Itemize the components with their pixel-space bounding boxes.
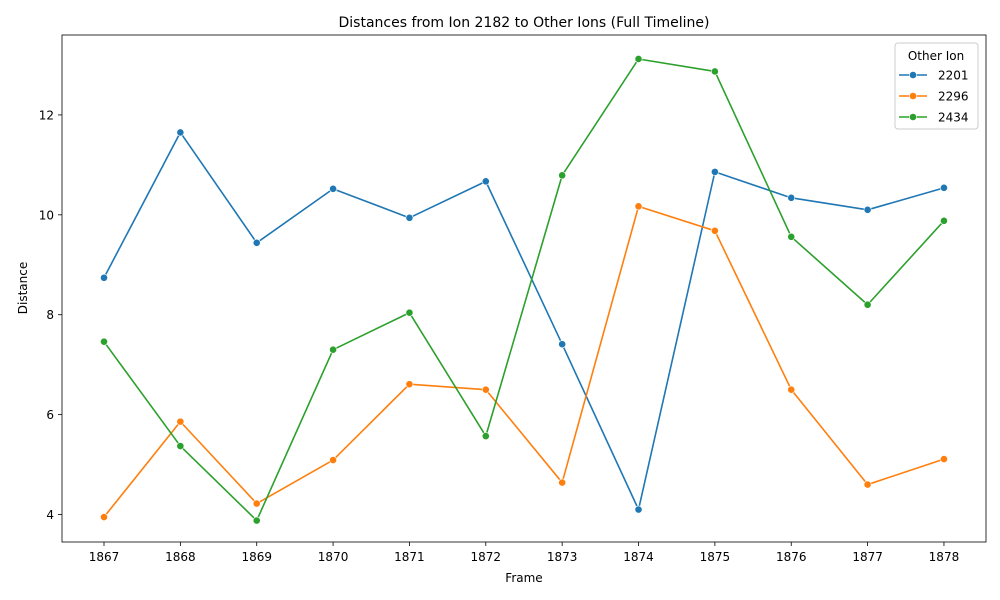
data-point-2434 xyxy=(329,345,337,354)
data-point-2201 xyxy=(176,128,185,137)
data-point-2201 xyxy=(634,505,643,514)
data-point-2296 xyxy=(252,499,261,508)
x-tick-label: 1877 xyxy=(852,550,883,564)
data-point-2434 xyxy=(940,216,948,225)
y-tick-label: 8 xyxy=(46,308,54,322)
legend-title: Other Ion xyxy=(908,49,964,63)
x-tick-label: 1874 xyxy=(623,550,654,564)
plot-area: 1867 1868 1869 1870 1871 1872 1873 1874 1875 1876… xyxy=(39,55,960,564)
y-tick-label: 4 xyxy=(46,508,54,522)
data-point-2201 xyxy=(863,205,872,214)
data-point-2296 xyxy=(405,380,414,389)
y-tick-label: 6 xyxy=(46,408,54,422)
data-point-2434 xyxy=(634,55,643,63)
data-point-2434 xyxy=(787,232,796,241)
data-point-2434 xyxy=(100,337,108,346)
data-point-2201 xyxy=(329,184,337,193)
data-point-2434 xyxy=(710,67,719,76)
plot-frame xyxy=(61,34,987,543)
data-point-2296 xyxy=(176,417,185,426)
legend-marker-2296 xyxy=(909,92,917,100)
data-point-2434 xyxy=(176,442,185,450)
x-tick-label: 1872 xyxy=(471,550,502,564)
y-tick-label: 10 xyxy=(39,208,54,222)
legend-marker-2434 xyxy=(909,113,917,121)
x-tick-label: 1876 xyxy=(776,550,807,564)
data-point-2201 xyxy=(405,213,414,222)
x-tick-label: 1871 xyxy=(394,550,425,564)
data-point-2434 xyxy=(405,308,414,317)
x-tick-label: 1867 xyxy=(89,550,120,564)
data-point-2201 xyxy=(481,177,490,186)
x-tick-label: 1875 xyxy=(700,550,731,564)
data-point-2201 xyxy=(710,167,719,176)
data-point-2296 xyxy=(634,202,643,211)
data-point-2434 xyxy=(863,300,872,309)
data-point-2296 xyxy=(100,513,108,521)
data-point-2296 xyxy=(940,455,948,463)
legend-label-2296: 2296 xyxy=(938,90,969,104)
x-tick-label: 1869 xyxy=(241,550,272,564)
legend-label-2201: 2201 xyxy=(938,69,969,83)
x-tick-label: 1873 xyxy=(547,550,578,564)
data-point-2296 xyxy=(481,385,490,394)
data-point-2296 xyxy=(863,480,872,489)
chart-title: Distances from Ion 2182 to Other Ions (F… xyxy=(339,15,710,31)
data-point-2296 xyxy=(558,478,567,487)
x-tick-label: 1878 xyxy=(929,550,960,564)
data-point-2201 xyxy=(252,238,261,247)
x-tick-label: 1870 xyxy=(318,550,349,564)
y-axis-title: Distance xyxy=(16,262,30,314)
legend-marker-2201 xyxy=(909,71,917,79)
series-line-2296 xyxy=(103,205,945,518)
data-point-2434 xyxy=(252,516,261,525)
data-point-2434 xyxy=(558,171,567,180)
y-tick-label: 12 xyxy=(39,108,54,122)
data-point-2296 xyxy=(710,226,719,235)
x-tick-label: 1868 xyxy=(165,550,196,564)
data-point-2201 xyxy=(100,273,108,282)
data-point-2296 xyxy=(787,385,796,394)
data-point-2434 xyxy=(481,432,490,441)
data-point-2201 xyxy=(940,183,948,192)
legend: Other Ion 2201 2296 2434 xyxy=(894,42,979,130)
data-point-2201 xyxy=(787,193,796,202)
legend-box xyxy=(894,42,979,130)
data-point-2296 xyxy=(329,456,337,464)
data-point-2201 xyxy=(558,340,567,349)
series-line-2434 xyxy=(103,58,945,522)
legend-label-2434: 2434 xyxy=(938,111,969,125)
series-line-2201 xyxy=(103,131,945,511)
x-axis-title: Frame xyxy=(505,571,542,585)
